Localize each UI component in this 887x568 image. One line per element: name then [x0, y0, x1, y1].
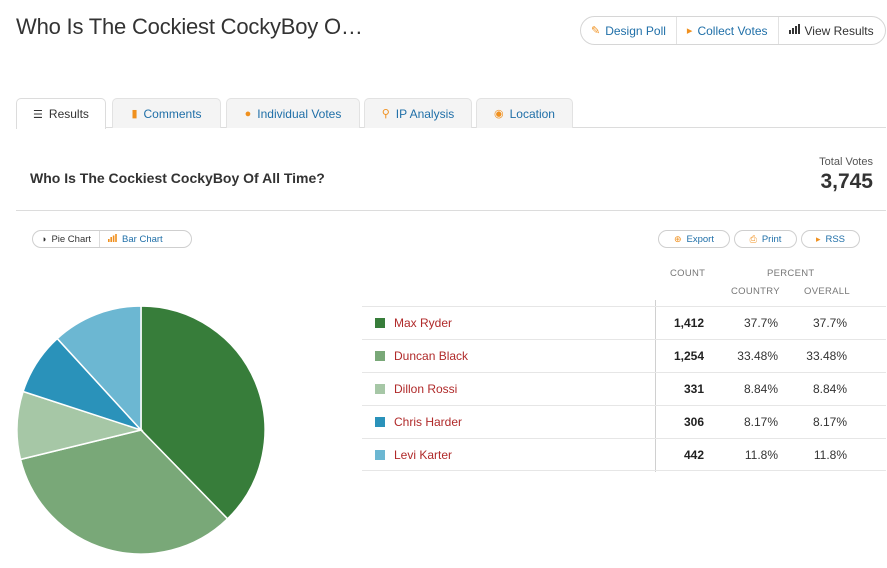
pie-chart-svg	[16, 305, 266, 555]
option-percent-overall: 8.84%	[812, 382, 847, 396]
rss-button[interactable]: ▸ RSS	[801, 230, 860, 248]
tab-ip-analysis[interactable]: ⚲ IP Analysis	[364, 98, 472, 128]
table-row: Dillon Rossi 331 8.84% 8.84%	[362, 372, 886, 405]
option-name[interactable]: Duncan Black	[394, 349, 469, 363]
comment-icon: ▮	[131, 108, 138, 120]
option-percent-overall: 33.48%	[806, 349, 847, 363]
bar-chart-icon	[108, 234, 117, 244]
option-percent-country: 8.17%	[743, 415, 778, 429]
collect-votes-button[interactable]: ▸ Collect Votes	[675, 17, 778, 44]
design-poll-label: Design Poll	[605, 23, 666, 38]
page-title: Who Is The Cockiest CockyBoy O…	[16, 14, 363, 39]
option-count: 331	[683, 382, 704, 396]
print-button[interactable]: ⎙ Print	[734, 230, 797, 248]
option-percent-country: 33.48%	[737, 349, 778, 363]
printer-icon: ⎙	[749, 233, 757, 244]
count-header: COUNT	[670, 268, 706, 279]
option-name[interactable]: Chris Harder	[394, 415, 463, 429]
option-name[interactable]: Max Ryder	[394, 316, 453, 330]
tab-results-label: Results	[48, 107, 89, 121]
tab-ip-analysis-label: IP Analysis	[395, 106, 455, 121]
option-count: 1,412	[673, 316, 704, 330]
pie-slice-duncan-black[interactable]	[19, 429, 229, 555]
pencil-icon: ✎	[591, 25, 601, 37]
legend-swatch	[375, 318, 385, 328]
legend-swatch	[375, 450, 385, 460]
export-button[interactable]: ⊕ Export	[658, 230, 730, 248]
option-percent-overall: 11.8%	[813, 448, 847, 462]
table-row: Duncan Black 1,254 33.48% 33.48%	[362, 339, 886, 372]
megaphone-icon: ▸	[686, 25, 693, 37]
rss-label: RSS	[825, 233, 846, 245]
results-table: Max Ryder 1,412 37.7% 37.7% Duncan Black…	[362, 306, 886, 471]
tab-comments[interactable]: ▮ Comments	[112, 98, 221, 128]
tab-bar: ☰ Results ▮ Comments ● Individual Votes …	[16, 98, 886, 129]
option-count: 442	[683, 448, 704, 462]
pie-slice-max-ryder[interactable]	[140, 305, 266, 520]
view-results-button[interactable]: View Results	[777, 17, 884, 44]
user-icon: ●	[244, 107, 252, 120]
table-row: Levi Karter 442 11.8% 11.8%	[362, 438, 886, 471]
poll-question: Who Is The Cockiest CockyBoy Of All Time…	[30, 170, 325, 186]
country-header: COUNTRY	[731, 286, 780, 297]
option-name[interactable]: Dillon Rossi	[394, 382, 458, 396]
option-percent-country: 37.7%	[743, 316, 778, 330]
bar-chart-button[interactable]: Bar Chart	[99, 231, 171, 247]
percent-header: PERCENT	[767, 268, 815, 279]
bar-chart-icon	[788, 24, 800, 37]
list-icon: ☰	[33, 108, 43, 121]
export-label: Export	[686, 233, 714, 245]
option-count: 1,254	[673, 349, 704, 363]
print-label: Print	[761, 233, 782, 245]
collect-votes-label: Collect Votes	[697, 23, 768, 38]
option-percent-country: 8.84%	[743, 382, 778, 396]
bar-chart-label: Bar Chart	[122, 233, 163, 245]
pie-slice-levi-karter[interactable]	[56, 305, 142, 432]
tab-individual-votes[interactable]: ● Individual Votes	[226, 98, 360, 128]
total-votes-label: Total Votes	[819, 156, 873, 168]
tab-location[interactable]: ◉ Location	[476, 98, 573, 128]
option-percent-country: 11.8%	[744, 448, 778, 462]
option-percent-overall: 37.7%	[812, 316, 847, 330]
table-row: Chris Harder 306 8.17% 8.17%	[362, 405, 886, 438]
legend-swatch	[375, 384, 385, 394]
option-name[interactable]: Levi Karter	[394, 448, 453, 462]
section-divider	[16, 210, 886, 211]
location-pin-icon: ◉	[494, 108, 504, 120]
option-count: 306	[683, 415, 704, 429]
table-row: Max Ryder 1,412 37.7% 37.7%	[362, 306, 886, 339]
table-column-divider	[655, 300, 656, 472]
pie-chart-label: Pie Chart	[51, 233, 92, 245]
view-results-label: View Results	[804, 23, 874, 38]
tab-individual-votes-label: Individual Votes	[257, 106, 342, 121]
pie-chart-button[interactable]: ◑ Pie Chart	[33, 231, 99, 247]
tab-comments-label: Comments	[143, 106, 202, 121]
legend-swatch	[375, 351, 385, 361]
option-percent-overall: 8.17%	[812, 415, 847, 429]
legend-swatch	[375, 417, 385, 427]
export-icon: ⊕	[673, 233, 682, 244]
pie-chart	[14, 303, 268, 557]
top-action-bar: ✎ Design Poll ▸ Collect Votes View Resul…	[580, 16, 886, 45]
total-votes-value: 3,745	[820, 170, 873, 193]
overall-header: OVERALL	[804, 286, 850, 297]
tab-location-label: Location	[509, 106, 555, 121]
design-poll-button[interactable]: ✎ Design Poll	[581, 17, 676, 44]
search-icon: ⚲	[381, 108, 390, 120]
rss-icon: ▸	[815, 233, 821, 244]
pie-chart-icon: ◑	[41, 234, 47, 244]
chart-type-toggle: ◑ Pie Chart Bar Chart	[32, 230, 192, 248]
tab-results[interactable]: ☰ Results	[16, 98, 106, 129]
